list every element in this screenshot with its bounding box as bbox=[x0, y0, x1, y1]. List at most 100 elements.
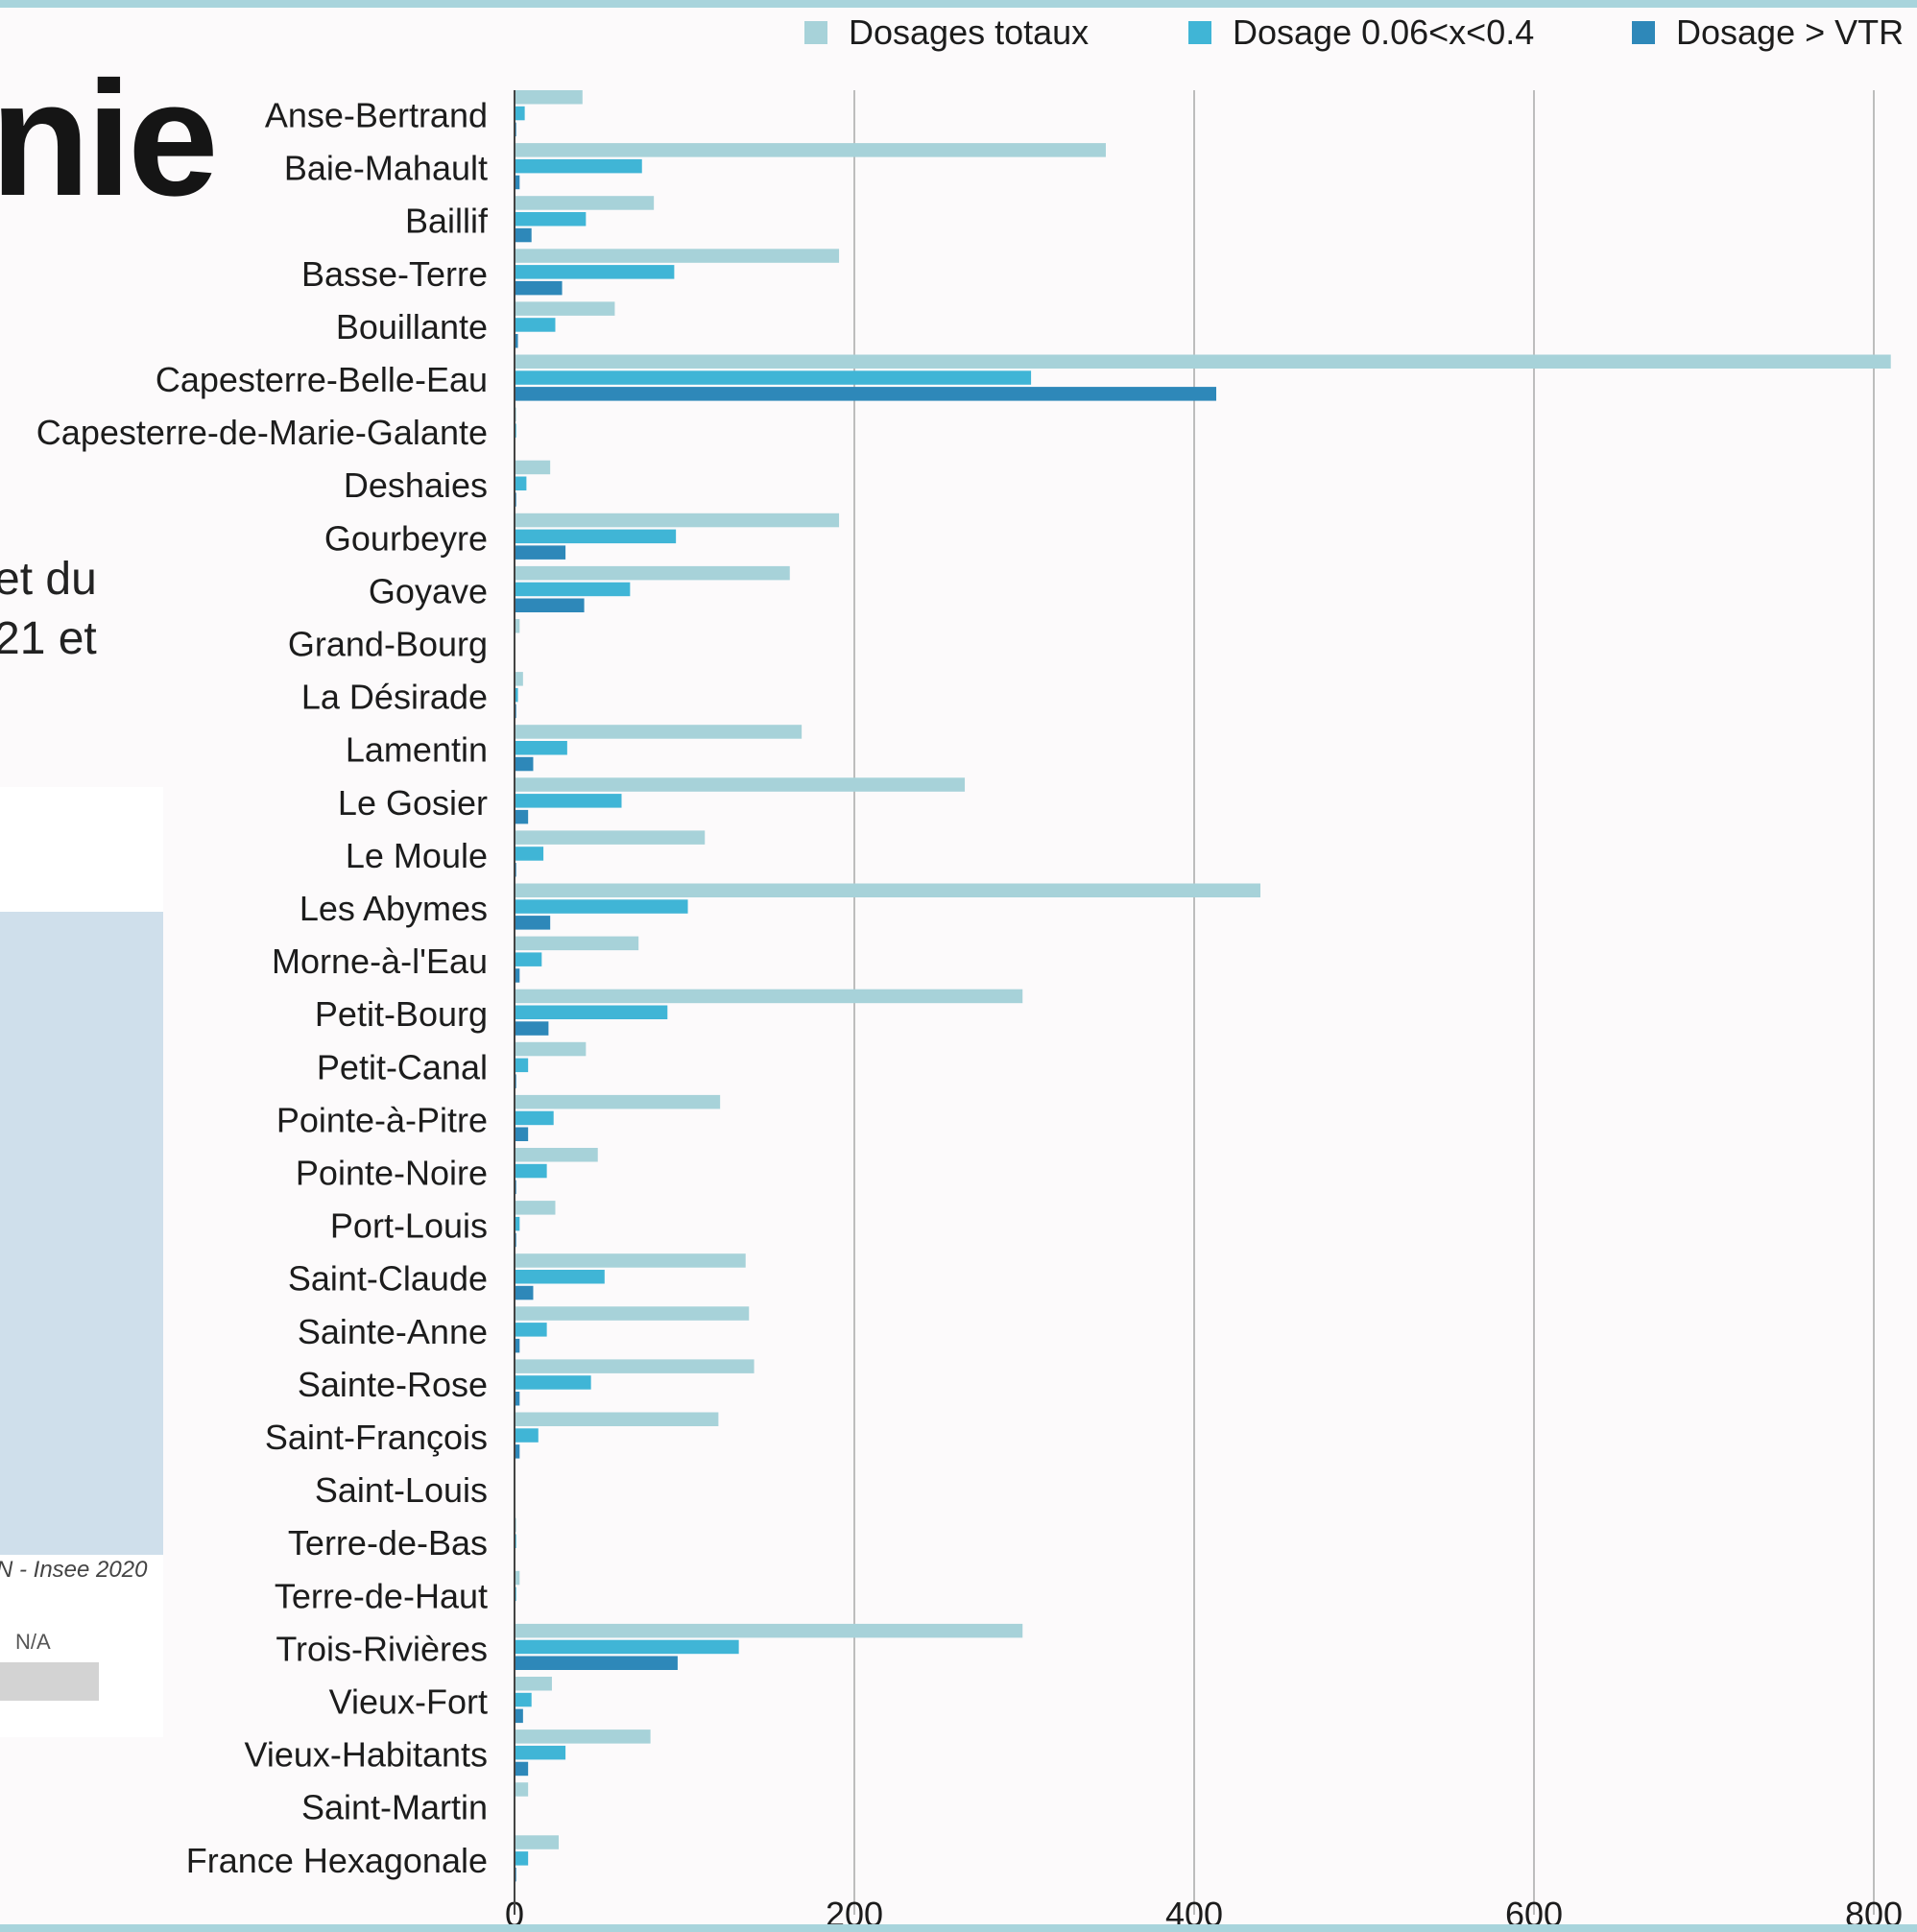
category-label: Pointe-Noire bbox=[296, 1154, 488, 1193]
bar bbox=[515, 318, 556, 332]
legend-swatch-dosages-totaux bbox=[804, 21, 827, 44]
category-label: Baillif bbox=[405, 202, 489, 241]
category-label: Le Moule bbox=[346, 836, 488, 875]
bar bbox=[515, 1412, 719, 1426]
bar bbox=[515, 106, 525, 121]
bar bbox=[515, 672, 523, 686]
bar bbox=[515, 1570, 520, 1586]
category-label: Saint-Claude bbox=[288, 1259, 488, 1299]
category-label: Petit-Bourg bbox=[315, 994, 488, 1034]
bar bbox=[515, 847, 544, 861]
bar bbox=[515, 1392, 520, 1406]
bar bbox=[515, 301, 615, 316]
bar bbox=[515, 582, 631, 597]
legend-item-dosage-vtr: Dosage > VTR bbox=[1632, 10, 1904, 56]
bar bbox=[515, 952, 542, 966]
legend-swatch-dosage-range bbox=[1188, 21, 1211, 44]
bar bbox=[515, 1729, 651, 1744]
bar bbox=[515, 370, 1032, 385]
bar bbox=[515, 529, 677, 544]
bar bbox=[515, 1623, 1023, 1638]
bar bbox=[515, 598, 585, 612]
category-labels: Anse-Bertrand Baie-Mahault Baillif Basse-Te… bbox=[36, 96, 489, 1880]
bar bbox=[515, 741, 567, 755]
bars bbox=[515, 90, 1891, 1882]
category-label: Terre-de-Bas bbox=[288, 1523, 488, 1562]
bar bbox=[515, 1201, 556, 1215]
category-label: Capesterre-de-Marie-Galante bbox=[36, 413, 488, 452]
category-label: Port-Louis bbox=[330, 1206, 488, 1246]
bar bbox=[515, 565, 790, 581]
bar bbox=[515, 1148, 598, 1162]
legend-label-dosage-vtr: Dosage > VTR bbox=[1676, 12, 1905, 52]
bar bbox=[515, 513, 840, 528]
bar bbox=[515, 1656, 678, 1670]
chart-legend: Dosages totaux Dosage 0.06<x<0.4 Dosage … bbox=[0, 8, 1917, 54]
category-label: Petit-Canal bbox=[317, 1047, 488, 1086]
category-label: Grand-Bourg bbox=[288, 625, 488, 664]
category-label: Anse-Bertrand bbox=[265, 96, 488, 135]
bar bbox=[515, 777, 966, 792]
category-label: Deshaies bbox=[344, 465, 488, 505]
bar bbox=[515, 354, 1891, 369]
category-label: Sainte-Rose bbox=[298, 1365, 488, 1404]
bar bbox=[515, 158, 642, 174]
bar bbox=[515, 90, 583, 105]
category-label: Pointe-à-Pitre bbox=[276, 1100, 488, 1139]
bar bbox=[515, 1270, 605, 1284]
category-label: Saint-François bbox=[265, 1418, 488, 1457]
bar bbox=[515, 1163, 547, 1179]
bar bbox=[515, 756, 534, 772]
bar bbox=[515, 265, 675, 279]
legend-item-dosage-range: Dosage 0.06<x<0.4 bbox=[1188, 10, 1534, 56]
bar bbox=[515, 1444, 520, 1459]
bar bbox=[515, 212, 587, 227]
bar bbox=[515, 794, 622, 808]
category-label: Capesterre-Belle-Eau bbox=[156, 360, 488, 399]
bar bbox=[515, 1094, 721, 1109]
category-label: Bouillante bbox=[336, 307, 488, 346]
bar bbox=[515, 1041, 587, 1057]
bar bbox=[515, 334, 518, 348]
bar bbox=[515, 830, 706, 845]
bar bbox=[515, 1127, 529, 1141]
bar bbox=[515, 1375, 591, 1390]
bar bbox=[515, 968, 520, 983]
category-label: Saint-Martin bbox=[301, 1788, 488, 1827]
map-na-label: N/A bbox=[15, 1630, 51, 1654]
bar bbox=[515, 1285, 534, 1300]
bar bbox=[515, 1851, 529, 1866]
bar bbox=[515, 1761, 529, 1777]
category-label: Saint-Louis bbox=[315, 1470, 488, 1510]
bar bbox=[515, 280, 563, 296]
category-label: Les Abymes bbox=[300, 889, 488, 928]
map-na-swatch bbox=[0, 1662, 99, 1701]
bar bbox=[515, 1058, 529, 1073]
bar bbox=[515, 460, 551, 475]
bar bbox=[515, 1835, 560, 1849]
bar bbox=[515, 1359, 755, 1373]
bar bbox=[515, 545, 566, 560]
legend-label-dosage-range: Dosage 0.06<x<0.4 bbox=[1233, 12, 1535, 52]
category-label: Le Gosier bbox=[338, 783, 488, 823]
category-label: Vieux-Habitants bbox=[245, 1735, 488, 1775]
bar bbox=[515, 1692, 532, 1707]
bar bbox=[515, 1021, 549, 1036]
bar bbox=[515, 249, 840, 263]
bar bbox=[515, 1677, 552, 1691]
bar bbox=[515, 1428, 539, 1443]
bar bbox=[515, 1745, 566, 1760]
bar bbox=[515, 809, 529, 824]
category-label: Morne-à-l'Eau bbox=[272, 942, 488, 981]
category-label: Terre-de-Haut bbox=[275, 1576, 488, 1615]
bar bbox=[515, 1782, 529, 1797]
bar bbox=[515, 1639, 739, 1655]
bar bbox=[515, 1306, 750, 1321]
bar bbox=[515, 1338, 520, 1353]
category-label: Sainte-Anne bbox=[298, 1312, 488, 1351]
top-rule bbox=[0, 0, 1917, 8]
bar bbox=[515, 1253, 746, 1268]
category-label: Gourbeyre bbox=[324, 518, 488, 558]
category-label: La Désirade bbox=[301, 678, 488, 717]
